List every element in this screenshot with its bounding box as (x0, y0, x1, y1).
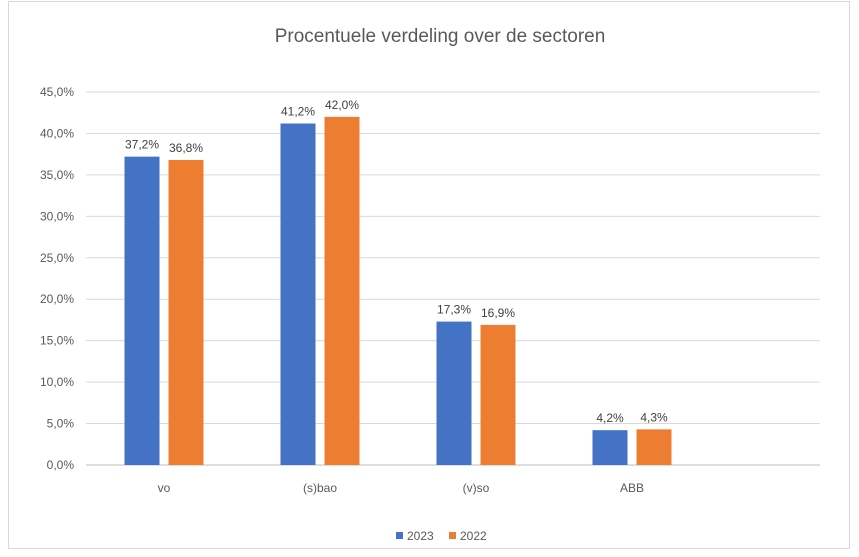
data-label: 36,8% (169, 141, 203, 155)
category-label: (v)so (463, 481, 490, 495)
data-label: 17,3% (437, 303, 471, 317)
category-label: ABB (620, 481, 644, 495)
legend-swatch-2022 (449, 532, 456, 539)
y-tick-label: 0,0% (47, 458, 75, 472)
category-label: vo (158, 481, 171, 495)
y-tick-label: 30,0% (40, 209, 74, 223)
y-tick-label: 35,0% (40, 168, 74, 182)
legend-swatch-2023 (396, 532, 403, 539)
data-label: 4,2% (596, 411, 624, 425)
bar-2022-(s)bao (324, 116, 360, 465)
data-label: 41,2% (281, 104, 315, 118)
chart-title: Procentuele verdeling over de sectoren (275, 26, 606, 47)
y-tick-label: 40,0% (40, 126, 74, 140)
data-labels: 37,2% 36,8% 41,2% 42,0% 17,3% 16,9% 4,2% 4,3% (125, 98, 668, 425)
legend-label: 2022 (460, 529, 487, 543)
gridlines (86, 91, 820, 466)
bar-2022-ABB (636, 429, 672, 465)
legend: 2023 2022 (396, 529, 487, 543)
y-tick-label: 10,0% (40, 375, 74, 389)
data-label: 4,3% (640, 410, 668, 424)
bar-2023-(v)so (436, 321, 472, 465)
bar-2022-(v)so (480, 324, 516, 465)
data-label: 37,2% (125, 138, 159, 152)
y-tick-label: 20,0% (40, 292, 74, 306)
data-label: 42,0% (325, 98, 359, 112)
y-tick-label: 5,0% (47, 417, 75, 431)
legend-label: 2023 (407, 529, 434, 543)
bar-2023-ABB (592, 430, 628, 465)
bar-2023-vo (124, 156, 160, 466)
bar-2023-(s)bao (280, 123, 316, 466)
x-axis-categories: vo (s)bao (v)so ABB (158, 481, 644, 495)
bars (124, 116, 672, 466)
y-tick-label: 45,0% (40, 85, 74, 99)
y-tick-label: 15,0% (40, 334, 74, 348)
y-axis-ticks: 0,0% 5,0% 10,0% 15,0% 20,0% 25,0% 30,0% 35,0% 40… (40, 85, 74, 472)
y-tick-label: 25,0% (40, 251, 74, 265)
bar-2022-vo (168, 159, 204, 466)
data-label: 16,9% (481, 306, 515, 320)
category-label: (s)bao (303, 481, 337, 495)
